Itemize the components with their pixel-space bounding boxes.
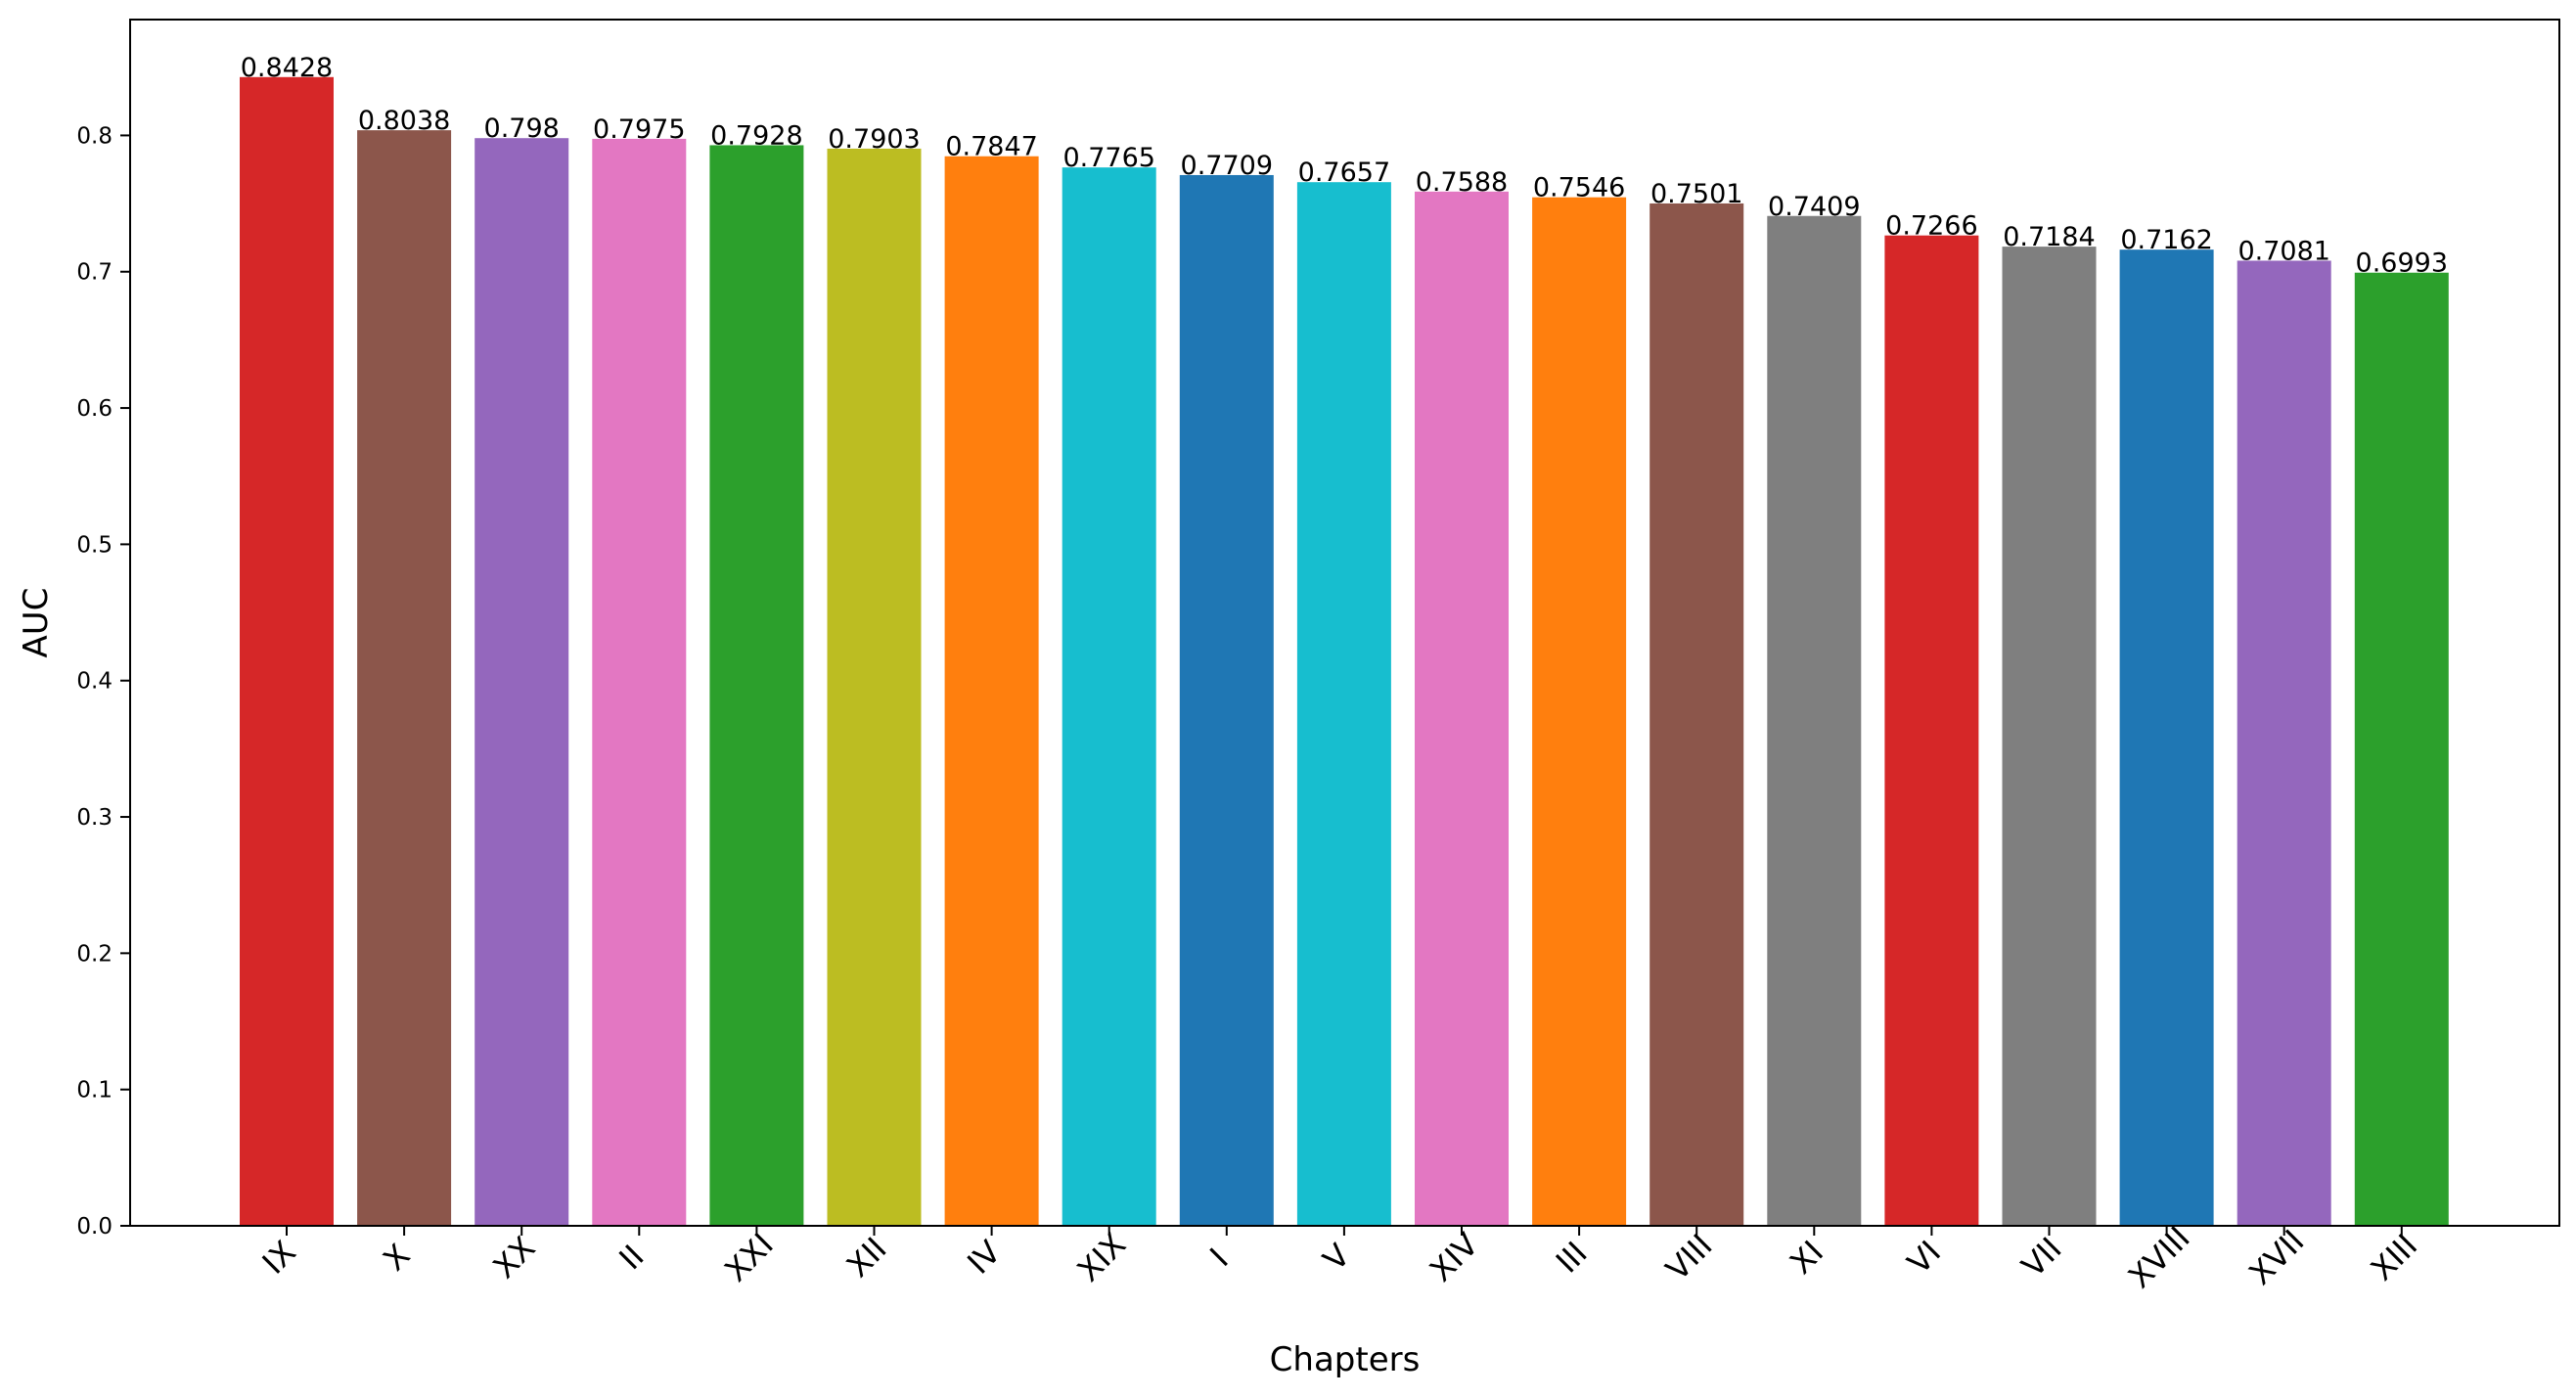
x-tick-label: I (1202, 1240, 1236, 1274)
bar-value-label: 0.6993 (2356, 248, 2448, 279)
y-axis-title: AUC (17, 588, 56, 658)
x-tick-label: XX (485, 1229, 542, 1285)
x-tick-label: XXI (717, 1226, 781, 1289)
x-tick-label: VIII (1658, 1227, 1719, 1287)
x-axis-ticks: IX X XX II XXI XII IV XIX I V XIV III VIII XI VI VII XVI… (255, 1219, 2425, 1295)
bar-iv (944, 156, 1039, 1227)
y-tick-label: 0.7 (76, 260, 113, 286)
bar-value-label: 0.798 (484, 113, 560, 144)
value-labels: 0.8428 0.8038 0.798 0.7975 0.7928 0.7903 0.784… (241, 53, 2448, 279)
bar-value-label: 0.7928 (710, 120, 802, 151)
bar-value-label: 0.7162 (2120, 225, 2212, 255)
bar-value-label: 0.7765 (1062, 143, 1154, 173)
bar-value-label: 0.8038 (358, 106, 450, 136)
bar-xxi (709, 145, 804, 1226)
y-tick-label: 0.4 (76, 669, 113, 695)
x-tick-label: XIII (2364, 1227, 2424, 1287)
bar-ii (592, 138, 687, 1227)
bar-viii (1650, 203, 1744, 1226)
bar-v (1296, 182, 1391, 1226)
y-tick-label: 0.1 (76, 1078, 113, 1104)
bar-xx (475, 138, 569, 1226)
bar-value-label: 0.7184 (2003, 222, 2095, 252)
bar-vii (2002, 247, 2097, 1227)
bar-vi (1884, 235, 1979, 1226)
x-tick-label: IX (255, 1234, 303, 1282)
x-tick-label: XVII (2241, 1223, 2311, 1292)
bar-value-label: 0.7546 (1533, 173, 1625, 203)
y-axis-ticks: 0.0 0.1 0.2 0.3 0.4 0.5 0.6 0.7 0.8 (76, 123, 130, 1240)
x-tick-label: X (376, 1237, 417, 1278)
bar-value-label: 0.7588 (1416, 167, 1508, 198)
x-tick-label: III (1549, 1235, 1595, 1281)
y-tick-label: 0.8 (76, 123, 113, 149)
y-tick-label: 0.2 (76, 941, 113, 967)
bar-value-label: 0.7501 (1650, 179, 1742, 209)
bar-xii (827, 148, 922, 1226)
bar-value-label: 0.7903 (828, 124, 920, 155)
bar-value-label: 0.7709 (1181, 151, 1273, 181)
x-axis-title: Chapters (1270, 1340, 1421, 1379)
y-tick-label: 0.0 (76, 1214, 113, 1240)
x-tick-label: XIV (1423, 1226, 1486, 1289)
x-tick-label: II (611, 1238, 651, 1277)
bar-ix (240, 76, 334, 1226)
x-tick-label: XVIII (2121, 1219, 2197, 1295)
y-tick-label: 0.5 (76, 532, 113, 558)
bar-xi (1767, 215, 1862, 1226)
x-tick-label: VI (1900, 1234, 1948, 1282)
x-tick-label: V (1316, 1237, 1357, 1278)
bar-iii (1532, 197, 1627, 1227)
bar-xix (1062, 167, 1156, 1226)
plot-frame (129, 19, 2560, 1227)
x-tick-label: XIX (1070, 1226, 1134, 1289)
x-tick-label: XII (839, 1230, 894, 1285)
bar-i (1179, 174, 1274, 1227)
bar-value-label: 0.8428 (241, 53, 333, 83)
bar-xiv (1415, 191, 1509, 1226)
x-tick-label: VII (2014, 1230, 2069, 1285)
bar-value-label: 0.7975 (593, 114, 685, 145)
bar-xiii (2354, 272, 2449, 1226)
bars (240, 76, 2449, 1227)
bar-value-label: 0.7266 (1885, 211, 1977, 242)
bar-x (357, 130, 452, 1226)
bar-value-label: 0.7409 (1768, 192, 1860, 222)
y-tick-label: 0.3 (76, 805, 113, 831)
bar-value-label: 0.7657 (1298, 158, 1390, 188)
y-tick-label: 0.6 (76, 396, 113, 422)
bar-value-label: 0.7081 (2237, 236, 2329, 266)
x-tick-label: IV (960, 1234, 1008, 1282)
x-tick-label: XI (1783, 1234, 1830, 1282)
bar-value-label: 0.7847 (945, 132, 1037, 162)
bar-xviii (2119, 249, 2214, 1226)
bar-xvii (2237, 260, 2331, 1226)
